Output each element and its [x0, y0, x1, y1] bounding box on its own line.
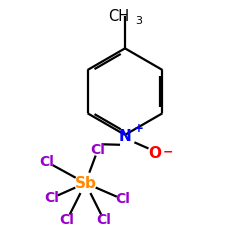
Text: +: + — [134, 122, 143, 135]
Text: Cl: Cl — [96, 213, 112, 227]
Text: −: − — [162, 146, 173, 159]
Text: Cl: Cl — [90, 143, 105, 157]
Text: Sb: Sb — [74, 176, 96, 190]
Text: Cl: Cl — [45, 191, 60, 205]
Text: N: N — [119, 128, 132, 144]
Text: CH: CH — [108, 9, 130, 24]
Text: 3: 3 — [135, 16, 142, 26]
Text: Cl: Cl — [115, 192, 130, 206]
Text: O: O — [148, 146, 161, 161]
Text: Cl: Cl — [40, 155, 54, 169]
Text: Cl: Cl — [60, 213, 74, 227]
